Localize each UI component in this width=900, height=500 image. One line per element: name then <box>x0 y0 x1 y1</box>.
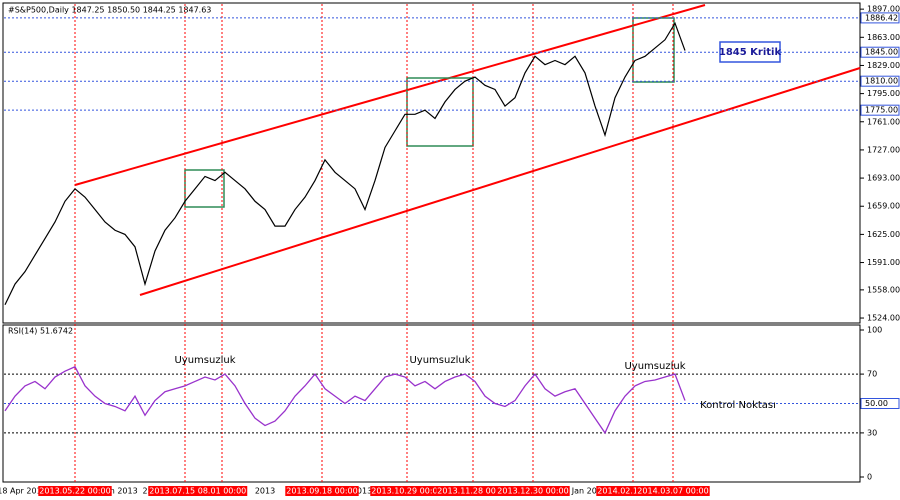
x-tick-label: 2013 <box>255 487 275 496</box>
level-label-box <box>860 75 900 87</box>
level-label-box <box>860 104 900 116</box>
level-label: 1886.42 <box>865 13 898 22</box>
y-tick-label: 1863.00 <box>867 33 900 42</box>
y-tick-label: 1727.00 <box>867 145 900 154</box>
y-tick-label: 1524.00 <box>867 314 900 323</box>
y-tick-label: 1625.00 <box>867 230 900 239</box>
y-tick-label: 100 <box>867 326 882 335</box>
annotation: Uyumsuzluk <box>624 361 685 372</box>
y-tick-label: 70 <box>867 370 877 379</box>
annotation: Uyumsuzluk <box>174 355 235 366</box>
vline-label-box <box>496 486 570 496</box>
channel-lower <box>139 67 861 296</box>
vline-label-box <box>436 486 510 496</box>
rsi-title: RSI(14) 51.6742 <box>8 327 73 336</box>
rsi-panel <box>2 324 861 483</box>
channel-upper <box>74 4 706 186</box>
vline-label: 2014.02.17 00:00 <box>597 487 668 496</box>
vline-label-box <box>370 486 444 496</box>
vline-label: 2013.12.30 00:00 <box>497 487 568 496</box>
y-tick-label: 1897.00 <box>867 5 900 14</box>
annotation: Kontrol Noktası <box>700 400 776 411</box>
y-tick-label: 1659.00 <box>867 202 900 211</box>
vline-label-box <box>38 486 112 496</box>
series-line <box>4 21 686 306</box>
level-label-box <box>860 46 900 58</box>
level-label: 1810.00 <box>865 77 898 86</box>
series-line <box>4 365 686 435</box>
vline-label-box <box>148 486 222 496</box>
annotation: Uyumsuzluk <box>409 355 470 366</box>
y-tick-label: 1558.00 <box>867 285 900 294</box>
vline-label: 2013.11.28 00:00 <box>437 487 508 496</box>
vline-label: 2014.03.07 00:00 <box>637 487 708 496</box>
y-tick-label: 0 <box>867 473 872 482</box>
vline-label: 2013.09.18 00:00 <box>286 487 357 496</box>
y-tick-label: 1795.00 <box>867 89 900 98</box>
vline-label-box <box>636 486 710 496</box>
price-title: #S&P500,Daily 1847.25 1850.50 1844.25 18… <box>8 6 211 15</box>
x-tick-label: 2013 <box>352 487 372 496</box>
x-tick-label: Jun 2013 <box>101 487 137 496</box>
y-tick-label: 30 <box>867 428 877 437</box>
level-label: 1775.00 <box>865 106 898 115</box>
level-label: 1845.00 <box>865 48 898 57</box>
level-label-box <box>860 398 900 409</box>
level-label-box <box>860 12 900 24</box>
annotation: 1845 Kritik <box>719 47 782 58</box>
annotation-box <box>719 41 781 63</box>
y-tick-label: 1829.00 <box>867 61 900 70</box>
vline-label-box <box>196 486 248 496</box>
vline-label: 2013.10.29 00:00 <box>371 487 442 496</box>
level-label: 50.00 <box>865 399 888 408</box>
price-panel <box>2 2 861 324</box>
y-tick-label: 1693.00 <box>867 174 900 183</box>
vline-label: 08.01 00:00 <box>198 487 247 496</box>
x-tick-label: 15 Jan 2014 <box>559 487 607 496</box>
vline-label: 2013.05.22 00:00 <box>39 487 110 496</box>
vline-label-box <box>285 486 359 496</box>
y-tick-label: 1761.00 <box>867 117 900 126</box>
vline-label-box <box>596 486 670 496</box>
x-tick-label: 18 Apr 2013 <box>0 487 47 496</box>
vline-label: 2013.07.15 00:00 <box>149 487 220 496</box>
y-tick-label: 1591.00 <box>867 258 900 267</box>
